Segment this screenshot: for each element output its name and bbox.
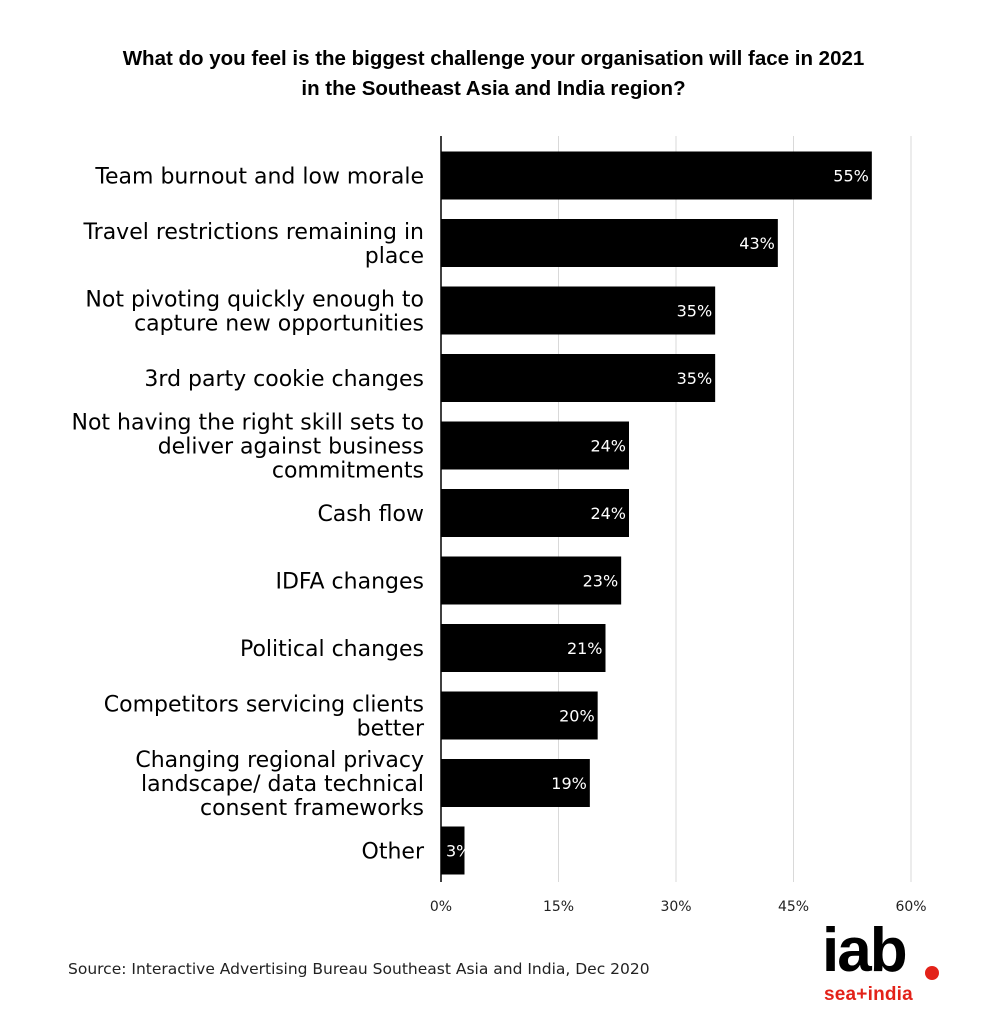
logo-dot <box>925 966 939 980</box>
logo-subtext: sea+india <box>824 984 913 1005</box>
data-label: 35% <box>677 369 713 388</box>
bar <box>441 286 716 335</box>
bar <box>441 219 778 267</box>
value-labels: 55% 43% 35% 35% 24% 24% 23% 21% 20% 19% 3% <box>446 167 869 861</box>
source-note: Source: Interactive Advertising Bureau S… <box>68 960 650 978</box>
x-tick-label: 60% <box>895 899 926 915</box>
data-label: 20% <box>559 707 595 726</box>
x-tick-label: 15% <box>543 899 574 915</box>
category-labels: Team burnout and low morale Travel restri… <box>72 165 425 865</box>
category-label: Not having the right skill sets to delive… <box>72 411 424 484</box>
category-label: Changing regional privacy landscape/ data… <box>135 748 424 821</box>
x-tick-label: 0% <box>430 899 452 915</box>
bar <box>441 354 716 402</box>
x-tick-label: 45% <box>778 899 809 915</box>
category-label: Other <box>362 840 425 865</box>
data-label: 35% <box>677 302 713 321</box>
bar <box>441 556 622 605</box>
bar <box>441 691 598 740</box>
chart-title: What do you feel is the biggest challeng… <box>122 47 865 100</box>
bars <box>441 151 872 875</box>
category-label: IDFA changes <box>275 570 424 595</box>
data-label: 24% <box>590 437 626 456</box>
category-label: Team burnout and low morale <box>94 165 424 190</box>
x-tick-label: 30% <box>660 899 691 915</box>
category-label: Travel restrictions remaining in place <box>82 220 424 269</box>
data-label: 43% <box>739 234 775 253</box>
category-label: Cash flow <box>317 502 424 527</box>
data-label: 3% <box>446 842 471 861</box>
bar <box>441 421 629 470</box>
logo-wordmark: iab <box>822 916 908 985</box>
data-label: 55% <box>833 167 869 186</box>
category-label: Competitors servicing clients better <box>104 693 425 742</box>
category-label: Political changes <box>240 637 424 662</box>
bar <box>441 624 606 672</box>
data-label: 21% <box>567 639 603 658</box>
category-label: Not pivoting quickly enough to capture ne… <box>85 288 424 337</box>
bar <box>441 759 590 807</box>
bar <box>441 151 872 200</box>
category-label: 3rd party cookie changes <box>144 367 424 392</box>
x-axis-ticks: 0% 15% 30% 45% 60% <box>430 899 927 915</box>
data-label: 23% <box>583 572 619 591</box>
bar <box>441 826 465 875</box>
data-label: 24% <box>590 504 626 523</box>
data-label: 19% <box>551 774 587 793</box>
bar <box>441 489 629 537</box>
iab-logo: iab sea+india <box>822 920 940 1008</box>
